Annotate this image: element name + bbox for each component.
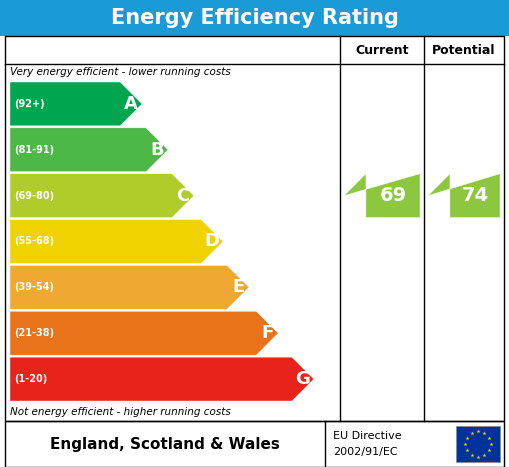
Bar <box>456 426 500 462</box>
Text: (92+): (92+) <box>14 99 45 109</box>
Text: Potential: Potential <box>432 43 496 57</box>
Text: E: E <box>232 278 244 297</box>
Text: 74: 74 <box>461 186 489 205</box>
Polygon shape <box>10 311 278 355</box>
Text: (39-54): (39-54) <box>14 283 54 292</box>
Text: (69-80): (69-80) <box>14 191 54 201</box>
Text: D: D <box>205 233 219 250</box>
Text: G: G <box>295 370 310 388</box>
Text: (55-68): (55-68) <box>14 236 54 247</box>
Text: (21-38): (21-38) <box>14 328 54 338</box>
Text: F: F <box>261 324 273 342</box>
Text: A: A <box>124 95 138 113</box>
Text: England, Scotland & Wales: England, Scotland & Wales <box>50 437 280 452</box>
Bar <box>5 421 504 467</box>
Bar <box>0 0 509 36</box>
Polygon shape <box>10 357 314 401</box>
Polygon shape <box>344 174 420 218</box>
Polygon shape <box>10 174 194 218</box>
Bar <box>5 36 504 421</box>
Text: (81-91): (81-91) <box>14 145 54 155</box>
Text: Energy Efficiency Rating: Energy Efficiency Rating <box>110 8 399 28</box>
Text: Not energy efficient - higher running costs: Not energy efficient - higher running co… <box>10 407 231 417</box>
Polygon shape <box>10 128 168 172</box>
Text: C: C <box>176 187 189 205</box>
Polygon shape <box>10 219 223 263</box>
Polygon shape <box>10 265 249 309</box>
Text: (1-20): (1-20) <box>14 374 47 384</box>
Polygon shape <box>10 82 142 126</box>
Text: B: B <box>150 141 164 159</box>
Text: Very energy efficient - lower running costs: Very energy efficient - lower running co… <box>10 67 231 77</box>
Text: EU Directive: EU Directive <box>333 431 402 441</box>
Polygon shape <box>428 174 500 218</box>
Text: Current: Current <box>355 43 409 57</box>
Text: 2002/91/EC: 2002/91/EC <box>333 447 398 457</box>
Text: 69: 69 <box>379 186 407 205</box>
